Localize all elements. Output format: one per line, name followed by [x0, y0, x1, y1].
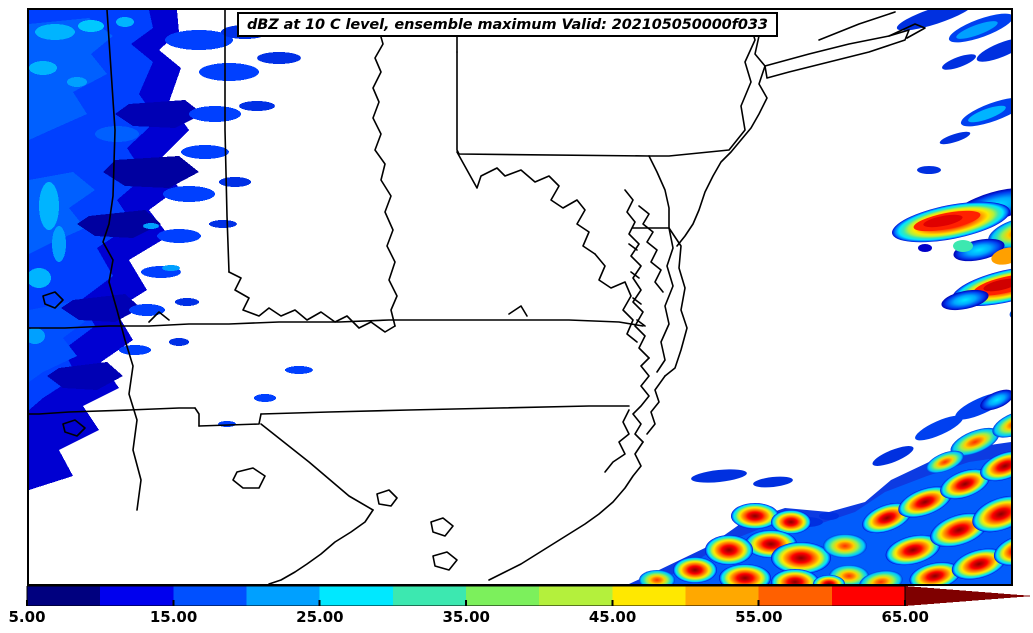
precip-field-offshore-southeast: [629, 389, 1011, 584]
lake-outline-b: [376, 489, 398, 507]
colorbar-extend-max-arrow: [905, 586, 1033, 606]
lake-outline-c: [430, 517, 454, 537]
map-panel: [27, 8, 1013, 586]
colorbar-band: [758, 586, 832, 606]
lake-outline-d: [432, 551, 458, 571]
colorbar-tick-label: 5.00: [8, 608, 46, 626]
colorbar-tick-label: 55.00: [735, 608, 783, 626]
colorbar-band: [246, 586, 320, 606]
state-border-virginia-northcarolina: [260, 405, 630, 415]
colorbar-band: [831, 586, 905, 606]
outer-banks: [488, 441, 644, 581]
colorbar-tick-label: 45.00: [588, 608, 637, 626]
state-border-maryland-westvirginia: [456, 151, 596, 255]
state-border-indiana-ohio: [224, 10, 230, 273]
colorbar-swatches: [26, 586, 1033, 606]
chesapeake-bay-west: [624, 189, 650, 359]
plot-title-box: dBZ at 10 C level, ensemble maximum Vali…: [237, 12, 778, 37]
delmarva-coast: [656, 227, 674, 373]
colorbar: 5.00 15.00 25.00 35.00 45.00 55.00 65.00: [0, 586, 1033, 633]
new-england-coast: [818, 11, 896, 41]
geography-overlay: [29, 10, 926, 584]
colorbar-band: [27, 586, 101, 606]
state-border-tennessee-northcarolina: [194, 407, 200, 427]
chesapeake-bay-detail: [638, 205, 664, 293]
lake-outline-e: [42, 291, 64, 309]
colorbar-band: [100, 586, 174, 606]
delmarva-atlantic-coast: [664, 227, 688, 377]
lake-outline-a: [232, 467, 266, 489]
newjersey-coast: [676, 19, 768, 247]
precip-field-ohio-valley: [29, 10, 313, 490]
state-border-pennsylvania-newjersey: [648, 19, 756, 157]
virginia-coast: [632, 357, 650, 443]
colorbar-frame: [26, 586, 906, 606]
potomac-river: [594, 253, 638, 343]
colorbar-tick-label: 25.00: [296, 608, 344, 626]
state-border-northcarolina-southcarolina: [198, 413, 374, 511]
colorbar-band: [685, 586, 759, 606]
colorbar-tick-label: 15.00: [149, 608, 198, 626]
colorbar-band: [319, 586, 393, 606]
colorbar-band: [173, 586, 247, 606]
colorbar-band: [466, 586, 540, 606]
lake-outline-f: [62, 419, 86, 437]
precip-field-offshore-northeast: [892, 10, 1011, 320]
state-border-ohio-westvirginia: [372, 15, 398, 327]
colorbar-tick-label: 65.00: [881, 608, 929, 626]
colorbar-band: [612, 586, 686, 606]
pamlico-sound: [604, 409, 630, 473]
ohio-river: [228, 271, 396, 333]
colorbar-tick-label: 35.00: [442, 608, 490, 626]
state-border-southcarolina-georgia: [268, 509, 374, 584]
state-border-illinois-indiana: [102, 10, 142, 511]
plot-title-text: dBZ at 10 C level, ensemble maximum Vali…: [247, 16, 768, 33]
long-island: [764, 29, 910, 79]
colorbar-band: [539, 586, 613, 606]
colorbar-band: [392, 586, 466, 606]
state-border-tennessee-kentucky: [29, 319, 644, 329]
colorbar-tick-labels: 5.00 15.00 25.00 35.00 45.00 55.00 65.00: [0, 606, 1033, 633]
map-canvas: [29, 10, 1011, 584]
state-border-delaware-maryland: [648, 155, 670, 229]
